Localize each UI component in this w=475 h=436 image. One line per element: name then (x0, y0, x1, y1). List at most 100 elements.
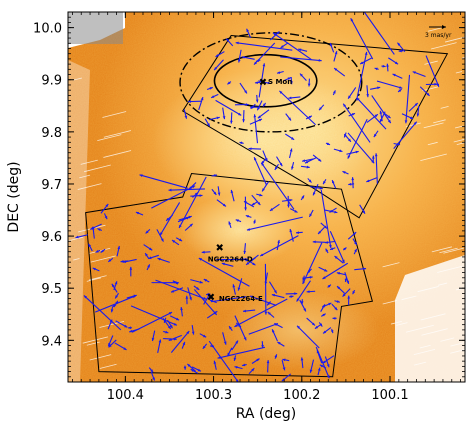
pm-vector (412, 71, 426, 78)
streak (401, 295, 417, 301)
pm-vector (191, 366, 202, 372)
pm-vector (307, 178, 312, 183)
pm-vector (342, 103, 371, 143)
pm-vector (329, 247, 336, 251)
pm-vector (100, 203, 109, 214)
pm-vector (373, 130, 379, 138)
pm-vector (250, 103, 256, 110)
y-tick-label: 9.8 (41, 126, 62, 141)
streak (396, 322, 408, 326)
pm-vector (115, 320, 128, 328)
pm-vector (306, 317, 316, 326)
pm-vector (245, 215, 252, 218)
streak (431, 246, 452, 253)
pm-vector (159, 202, 181, 236)
pm-vector (386, 63, 389, 72)
pm-vector (146, 264, 151, 271)
streak (443, 247, 464, 254)
pm-vector (332, 316, 337, 320)
pm-vector (271, 293, 285, 299)
streak (427, 141, 438, 146)
pm-vector (298, 48, 308, 52)
pm-vector (334, 300, 341, 303)
pm-vector (235, 41, 293, 51)
pm-vector (211, 188, 217, 196)
pm-vector (187, 363, 197, 372)
pm-vector (291, 161, 295, 170)
streak (422, 86, 439, 92)
pm-vector (107, 257, 114, 263)
streak (77, 183, 102, 190)
pm-vector (245, 257, 256, 266)
pm-vector (151, 330, 156, 342)
pm-vector (300, 357, 304, 369)
pm-vector (329, 42, 335, 53)
pm-vector (157, 339, 162, 353)
pm-vector (221, 262, 234, 267)
pm-vector (108, 339, 117, 348)
streak (440, 106, 449, 109)
pm-vector (198, 96, 204, 111)
streak (90, 255, 116, 263)
pm-vector (208, 116, 220, 121)
pm-vector (264, 272, 269, 285)
pm-vector (239, 141, 244, 145)
streak (456, 142, 465, 146)
pm-vector (227, 347, 233, 357)
pm-vector (325, 248, 329, 254)
pm-vector (227, 81, 232, 85)
pm-vector (216, 199, 227, 207)
pm-vector (244, 196, 247, 211)
pm-vector (371, 95, 392, 124)
pm-vector (215, 99, 242, 116)
pm-vector (331, 179, 337, 189)
pm-vector (188, 182, 197, 190)
pm-vector (359, 204, 366, 215)
pm-vector (262, 150, 268, 162)
pm-vector (261, 181, 270, 192)
pm-vector (115, 300, 119, 305)
streak (97, 134, 122, 142)
pm-vector (234, 365, 243, 370)
pm-vector (230, 112, 233, 124)
pm-vector (266, 301, 271, 306)
streak (82, 336, 108, 344)
pm-vector (366, 176, 378, 183)
pm-vector (256, 193, 263, 197)
streak (417, 286, 439, 293)
pm-vector (170, 330, 190, 353)
pm-vector (342, 247, 347, 251)
pm-vector (143, 244, 153, 251)
annotation-label: NGC2264-E (219, 295, 263, 303)
pm-vector (359, 57, 372, 65)
streak (80, 159, 98, 165)
pm-vector (203, 278, 210, 283)
pm-vector (306, 268, 312, 274)
streak (79, 174, 91, 179)
pm-vector (327, 284, 332, 288)
pm-vector (83, 295, 122, 331)
pm-vector (404, 74, 411, 124)
streak (440, 337, 455, 342)
x-axis-ticks: 100.4 100.3 100.2 100.1 (72, 12, 461, 403)
pm-vector (296, 280, 311, 302)
ellipse-outer (179, 32, 363, 133)
pm-vector (222, 332, 227, 345)
y-tick-label: 9.4 (41, 334, 62, 349)
pm-vector (151, 281, 179, 285)
pm-vector (131, 311, 173, 333)
pm-vector (97, 228, 102, 232)
pm-vector (234, 103, 249, 106)
pm-vector (320, 222, 328, 229)
pm-vector (253, 156, 267, 185)
annotation-label: NGC2264-D (208, 256, 253, 264)
streak (86, 277, 101, 282)
pm-vector (260, 157, 267, 165)
pm-vector (242, 309, 256, 313)
pm-vector (116, 245, 121, 257)
pm-vector (168, 334, 182, 342)
streak (433, 119, 446, 124)
pm-vector (285, 292, 298, 296)
pm-vector (190, 368, 199, 374)
pm-vector (246, 28, 252, 39)
